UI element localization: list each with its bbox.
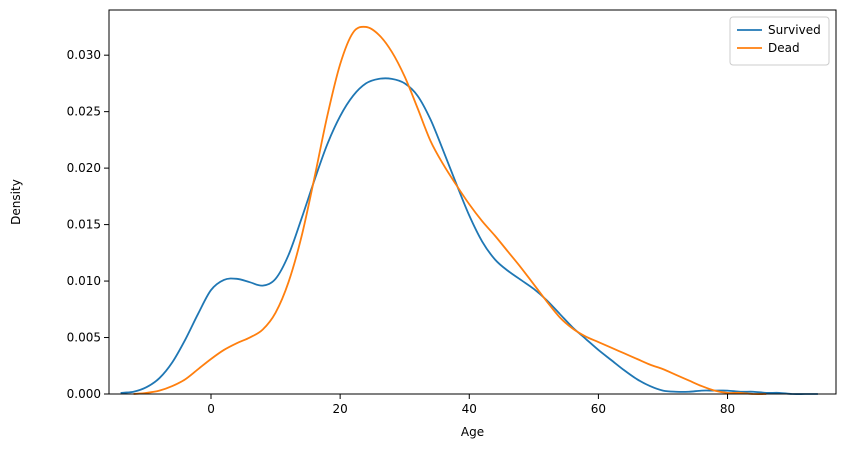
series-layer (120, 25, 818, 395)
y-tick-label: 0.030 (67, 48, 101, 62)
series-line-survived (120, 77, 818, 395)
y-tick-label: 0.005 (67, 331, 101, 345)
legend: Survived Dead (729, 16, 830, 66)
y-tick-label: 0.020 (67, 161, 101, 175)
y-axis: 0.000 0.005 0.010 0.015 0.020 0.025 0.030 (67, 48, 109, 401)
x-axis: 0 20 40 60 80 (207, 394, 735, 416)
y-tick-label: 0.015 (67, 218, 101, 232)
x-tick-label: 40 (462, 402, 477, 416)
legend-box (729, 16, 830, 66)
y-tick-label: 0.025 (67, 105, 101, 119)
series-line-dead (133, 25, 767, 395)
y-axis-label: Density (9, 179, 23, 225)
legend-label-survived: Survived (768, 23, 821, 37)
x-tick-label: 0 (207, 402, 215, 416)
y-tick-label: 0.010 (67, 274, 101, 288)
x-tick-label: 20 (333, 402, 348, 416)
plot-frame (108, 9, 837, 395)
x-tick-label: 60 (591, 402, 606, 416)
x-tick-label: 80 (720, 402, 735, 416)
y-tick-label: 0.000 (67, 387, 101, 401)
x-axis-label: Age (461, 425, 484, 439)
legend-label-dead: Dead (768, 41, 800, 55)
